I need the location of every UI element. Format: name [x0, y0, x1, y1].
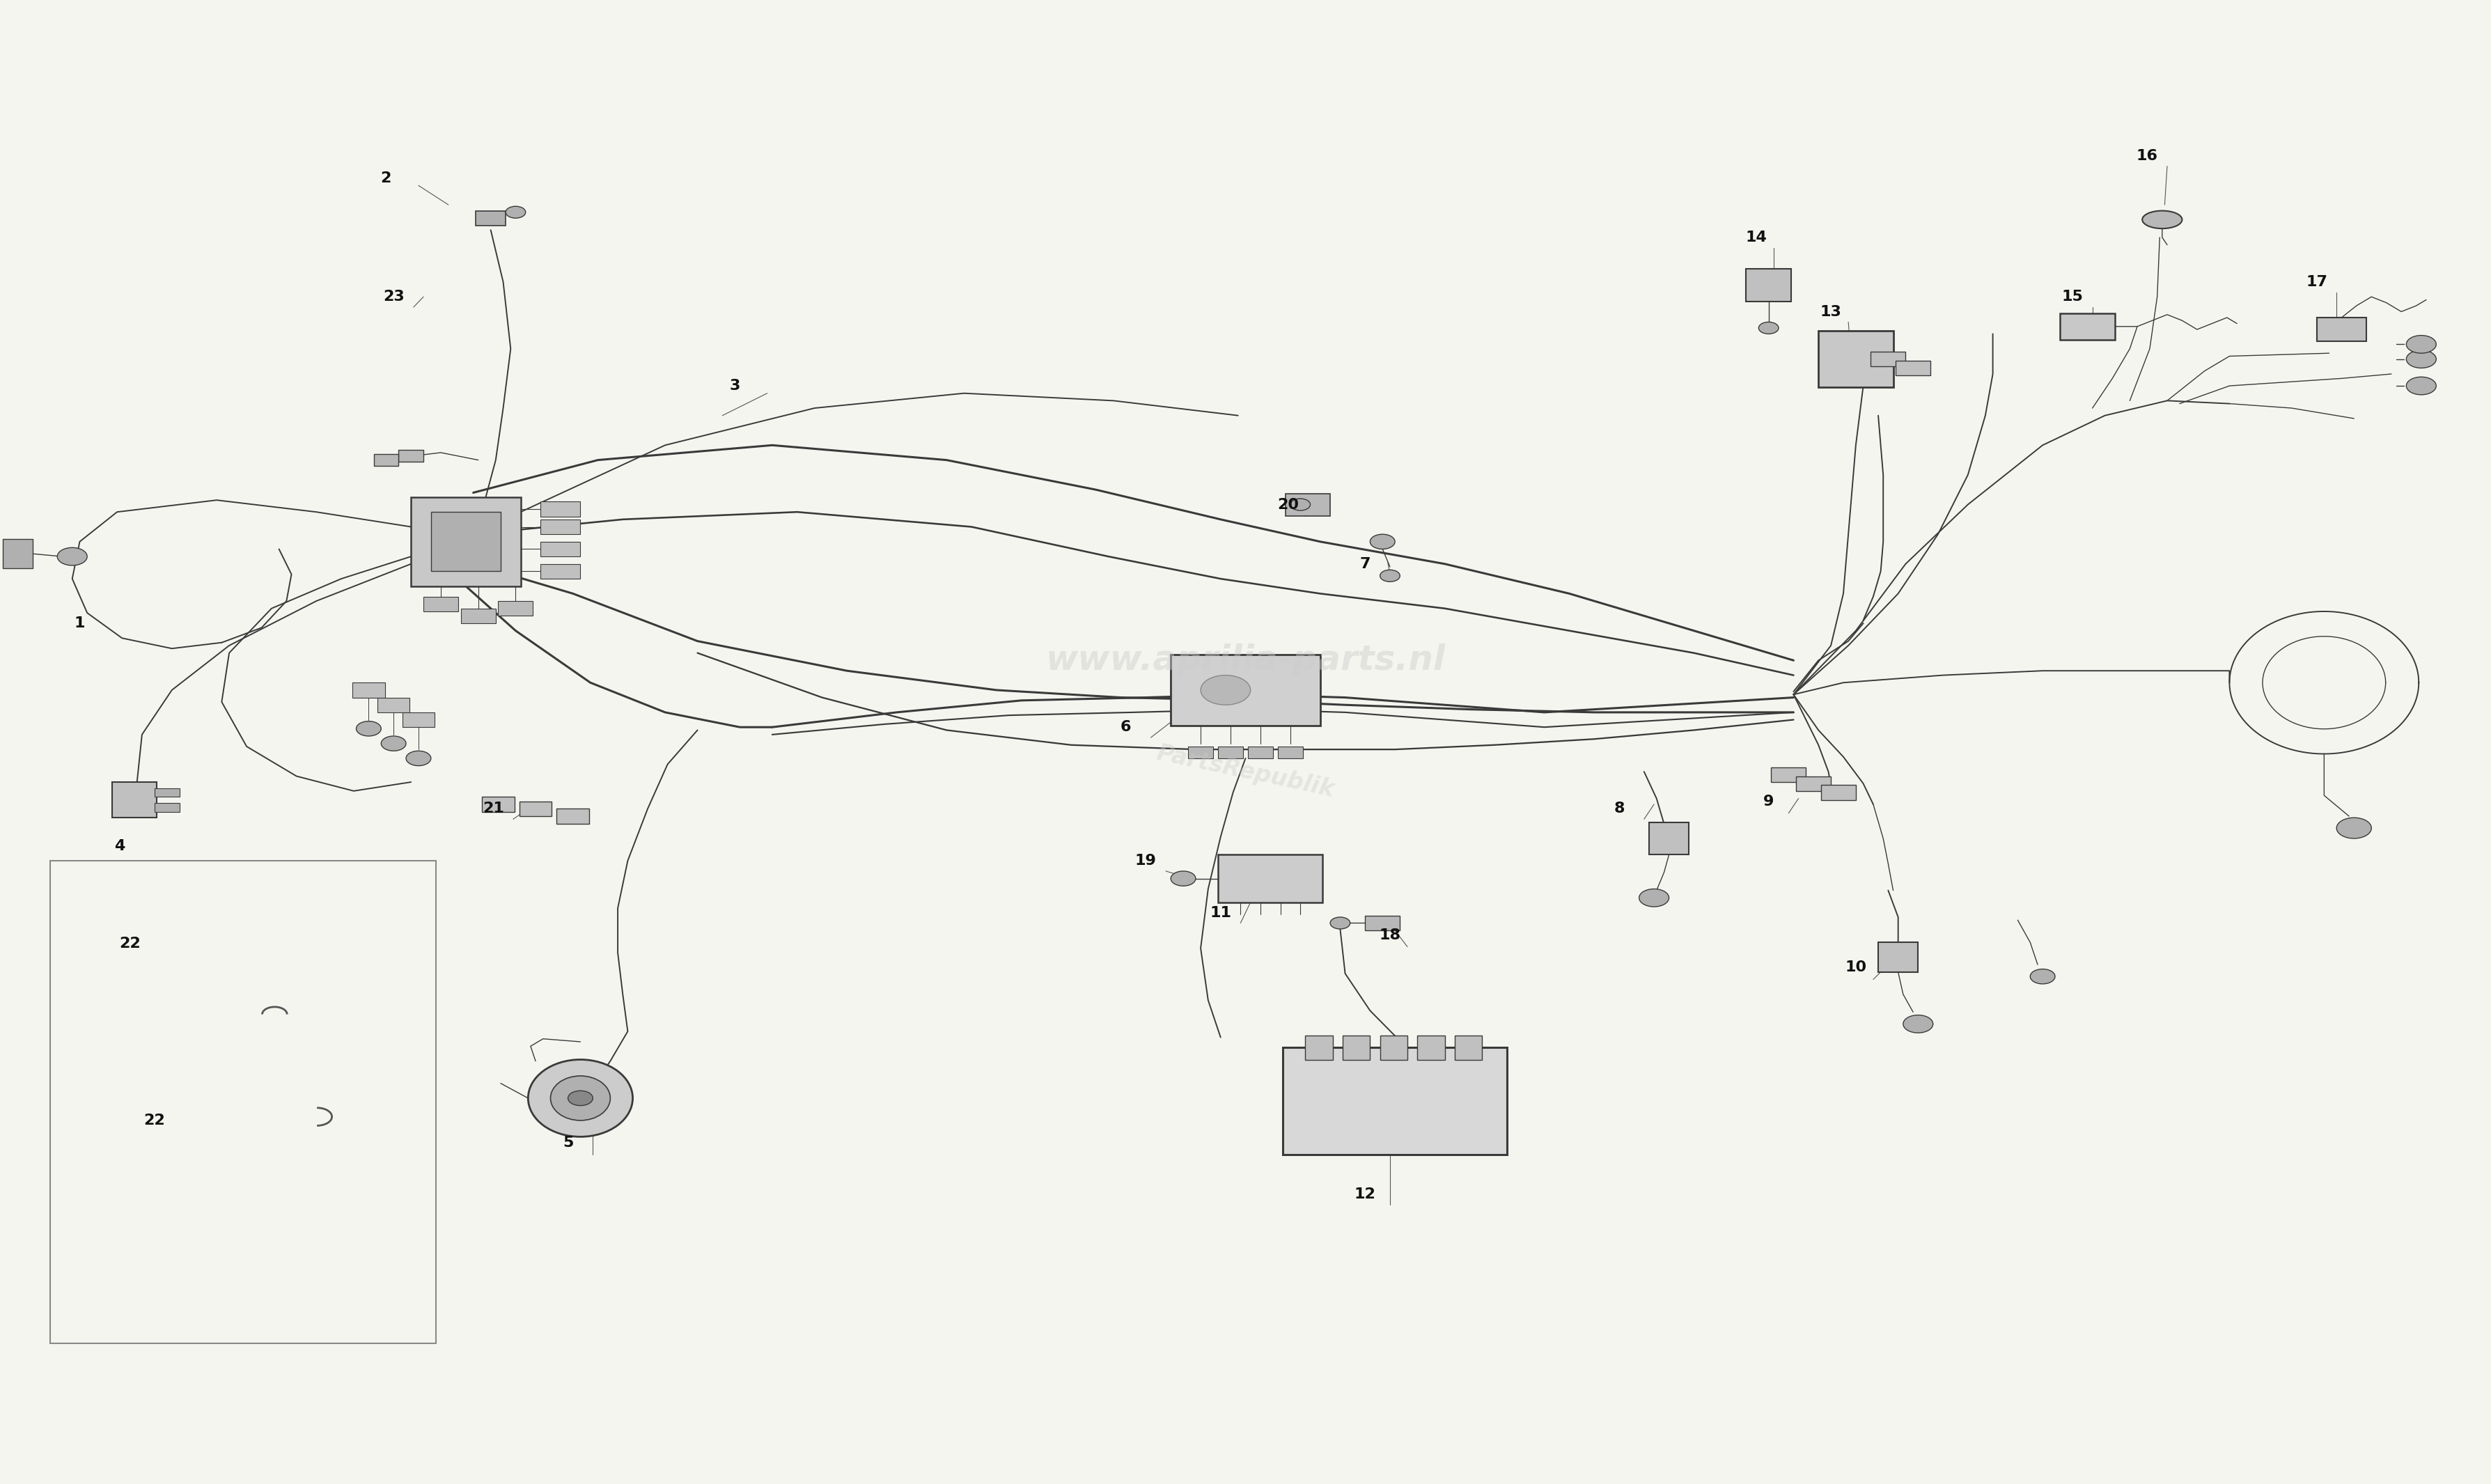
Text: 22: 22 — [144, 1113, 164, 1128]
Text: 21: 21 — [483, 801, 503, 816]
Circle shape — [57, 548, 87, 565]
Circle shape — [2406, 350, 2436, 368]
Text: 8: 8 — [1614, 801, 1624, 816]
Bar — [1796, 776, 1831, 791]
Circle shape — [406, 751, 431, 766]
Text: 20: 20 — [1278, 497, 1298, 512]
Bar — [1380, 1036, 1407, 1060]
Text: 16: 16 — [2137, 148, 2157, 163]
Bar — [1818, 331, 1893, 387]
Bar — [518, 801, 553, 816]
Bar — [1285, 493, 1330, 515]
Text: PartsRepublik: PartsRepublik — [1153, 742, 1338, 801]
Bar — [498, 601, 533, 616]
Circle shape — [1380, 570, 1400, 582]
Bar — [481, 797, 516, 812]
Bar — [1417, 1036, 1445, 1060]
Bar — [112, 782, 157, 818]
Circle shape — [1171, 871, 1196, 886]
Text: 14: 14 — [1746, 230, 1766, 245]
Text: 7: 7 — [1360, 556, 1370, 571]
Bar — [2, 539, 32, 568]
Bar — [1821, 785, 1856, 800]
Bar — [1746, 269, 1791, 301]
Bar — [1365, 916, 1400, 930]
Text: 11: 11 — [1211, 905, 1231, 920]
Text: 3: 3 — [730, 378, 740, 393]
Bar — [541, 542, 580, 556]
Text: 2: 2 — [381, 171, 391, 186]
Bar — [1283, 1048, 1507, 1155]
Text: 5: 5 — [563, 1135, 573, 1150]
Text: 6: 6 — [1121, 720, 1131, 735]
Circle shape — [2337, 818, 2371, 838]
Ellipse shape — [528, 1060, 633, 1137]
Circle shape — [1639, 889, 1669, 907]
Circle shape — [568, 1091, 593, 1106]
Bar — [411, 497, 521, 586]
Bar — [1305, 1036, 1333, 1060]
Bar — [399, 450, 423, 462]
Bar — [558, 809, 590, 824]
Text: 19: 19 — [1136, 853, 1156, 868]
Circle shape — [506, 206, 526, 218]
Text: 22: 22 — [120, 936, 142, 950]
Bar — [154, 788, 179, 797]
Bar — [2060, 313, 2115, 340]
Bar — [476, 211, 506, 226]
Text: 17: 17 — [2307, 275, 2327, 289]
Bar — [541, 519, 580, 534]
Bar — [1878, 942, 1918, 972]
Bar — [431, 512, 501, 571]
Bar — [1871, 352, 1906, 367]
Bar — [2317, 318, 2366, 341]
Bar — [374, 454, 399, 466]
Circle shape — [1330, 917, 1350, 929]
Circle shape — [1201, 675, 1250, 705]
Bar — [461, 608, 496, 623]
Circle shape — [1370, 534, 1395, 549]
Circle shape — [2030, 969, 2055, 984]
Ellipse shape — [551, 1076, 610, 1120]
Bar — [50, 861, 436, 1343]
Bar — [1455, 1036, 1482, 1060]
Circle shape — [2406, 335, 2436, 353]
Text: 1: 1 — [75, 616, 85, 631]
Text: 4: 4 — [115, 838, 125, 853]
Bar — [423, 597, 458, 611]
Circle shape — [1903, 1015, 1933, 1033]
Text: 10: 10 — [1846, 960, 1866, 975]
Bar — [1218, 855, 1323, 902]
Bar — [1343, 1036, 1370, 1060]
Bar — [401, 712, 436, 727]
Text: 18: 18 — [1380, 928, 1400, 942]
Circle shape — [2406, 377, 2436, 395]
Circle shape — [1759, 322, 1779, 334]
Ellipse shape — [2142, 211, 2182, 229]
Bar — [379, 697, 409, 712]
Text: www.aprilia-parts.nl: www.aprilia-parts.nl — [1046, 644, 1445, 677]
Bar — [1171, 654, 1320, 726]
Bar — [154, 803, 179, 812]
Bar — [1278, 746, 1303, 758]
Circle shape — [356, 721, 381, 736]
Circle shape — [1290, 499, 1310, 510]
Text: 13: 13 — [1821, 304, 1841, 319]
Bar — [541, 502, 580, 516]
Bar — [1896, 361, 1931, 375]
Bar — [354, 683, 386, 697]
Text: 12: 12 — [1355, 1187, 1375, 1202]
Bar — [1188, 746, 1213, 758]
Bar — [1248, 746, 1273, 758]
Bar — [1649, 822, 1689, 855]
Text: 23: 23 — [384, 289, 404, 304]
Circle shape — [381, 736, 406, 751]
Bar — [541, 564, 580, 579]
Text: 15: 15 — [2063, 289, 2082, 304]
Text: 9: 9 — [1764, 794, 1774, 809]
Bar — [1218, 746, 1243, 758]
Bar — [1771, 767, 1806, 782]
